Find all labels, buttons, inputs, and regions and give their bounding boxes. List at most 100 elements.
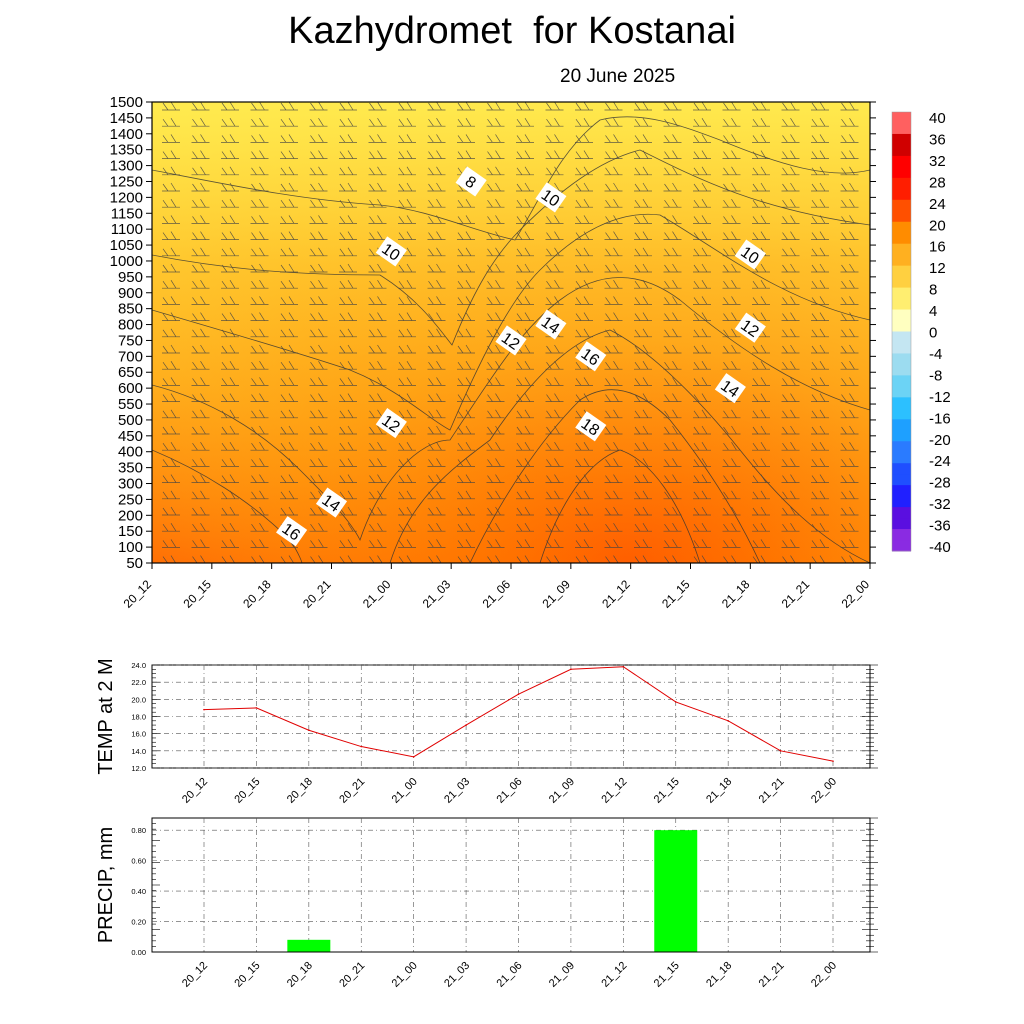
colorbar-swatch xyxy=(892,331,911,343)
wind-barb xyxy=(722,134,741,143)
wind-barb xyxy=(309,539,328,548)
wind-barb xyxy=(309,361,328,370)
wind-barb xyxy=(781,361,800,370)
wind-barb xyxy=(250,296,269,305)
wind-barb xyxy=(427,280,446,289)
wind-barb xyxy=(575,328,593,338)
wind-barb xyxy=(280,442,298,451)
x-tick-label: 22_00 xyxy=(839,577,873,611)
wind-barb xyxy=(722,409,741,419)
colorbar-swatch xyxy=(892,133,911,146)
colorbar-label: -28 xyxy=(929,475,951,492)
wind-barb xyxy=(339,199,357,208)
wind-barb xyxy=(604,474,623,483)
wind-barb xyxy=(604,523,623,532)
colorbar-swatch xyxy=(892,177,911,190)
wind-barb xyxy=(840,312,859,321)
wind-barb xyxy=(250,490,269,500)
wind-barb xyxy=(162,215,180,224)
wind-barb xyxy=(368,490,387,500)
wind-barb xyxy=(162,409,180,419)
wind-barb xyxy=(368,442,387,451)
wind-barb xyxy=(781,409,800,419)
wind-barb xyxy=(545,247,564,257)
wind-barb xyxy=(634,458,652,467)
wind-barb xyxy=(486,409,505,419)
x-tick-label: 20_12 xyxy=(180,776,210,806)
wind-barb xyxy=(870,442,888,450)
wind-barb xyxy=(191,312,210,321)
y-tick-label: 1300 xyxy=(110,158,143,175)
wind-barb xyxy=(575,150,593,159)
wind-barb xyxy=(811,166,829,176)
wind-barb xyxy=(191,393,210,402)
wind-barb xyxy=(575,182,593,192)
temp-point xyxy=(412,756,415,758)
y-tick-label: 1250 xyxy=(110,173,143,190)
wind-barb xyxy=(309,523,328,532)
x-tick-label: 20_18 xyxy=(285,960,315,990)
colorbar-swatch xyxy=(892,309,911,322)
wind-barb xyxy=(427,506,446,516)
wind-barb xyxy=(250,182,269,192)
wind-barb xyxy=(486,361,505,370)
wind-barb xyxy=(339,361,357,370)
wind-barb xyxy=(162,523,180,532)
wind-barb xyxy=(191,442,210,451)
wind-barb xyxy=(545,263,564,273)
wind-barb xyxy=(368,539,387,548)
wind-barb xyxy=(752,102,770,111)
x-tick-label: 20_15 xyxy=(232,776,262,806)
wind-barb xyxy=(250,199,269,208)
x-tick-label: 20_18 xyxy=(285,776,315,806)
wind-barb xyxy=(811,344,829,354)
wind-barb xyxy=(309,409,328,419)
wind-barb xyxy=(781,134,800,143)
colorbar-swatch xyxy=(892,507,911,519)
wind-barb xyxy=(191,458,210,467)
wind-barb xyxy=(870,475,888,483)
wind-barb xyxy=(545,425,564,435)
wind-barb xyxy=(811,231,829,240)
wind-barb xyxy=(516,506,534,516)
wind-barb xyxy=(250,280,269,289)
wind-barb xyxy=(516,296,534,305)
wind-barb xyxy=(221,474,239,483)
wind-barb xyxy=(545,118,564,127)
wind-barb xyxy=(811,215,829,224)
colorbar-label: 32 xyxy=(929,153,946,170)
wind-barb xyxy=(722,280,741,289)
wind-barb xyxy=(162,231,180,240)
wind-barb xyxy=(280,458,298,467)
wind-barb xyxy=(162,312,180,321)
wind-barb xyxy=(545,150,564,159)
wind-barb xyxy=(457,215,475,224)
wind-barb xyxy=(368,280,387,289)
wind-barb xyxy=(840,296,859,305)
wind-barb xyxy=(368,474,387,483)
wind-barb xyxy=(693,344,711,354)
wind-barb xyxy=(781,182,800,192)
wind-barb xyxy=(486,474,505,483)
wind-barb xyxy=(368,344,387,354)
wind-barb xyxy=(191,490,210,500)
wind-barb xyxy=(457,134,475,143)
wind-barb xyxy=(781,166,800,176)
wind-barb xyxy=(545,442,564,451)
wind-barb xyxy=(398,442,416,451)
wind-barb xyxy=(545,458,564,467)
wind-barb xyxy=(752,134,770,143)
wind-barb xyxy=(604,166,623,176)
temp-point xyxy=(727,719,729,722)
wind-barb xyxy=(339,247,357,257)
wind-barb xyxy=(221,523,239,532)
y-tick-label: 18.0 xyxy=(131,713,146,722)
wind-barb xyxy=(781,231,800,240)
x-tick-label: 21_12 xyxy=(599,960,629,990)
wind-barb xyxy=(339,102,357,111)
wind-barb xyxy=(870,280,888,288)
wind-barb xyxy=(811,425,829,435)
wind-barb xyxy=(486,425,505,435)
y-tick-label: 1150 xyxy=(111,205,143,222)
y-tick-label: 24.0 xyxy=(131,661,146,670)
